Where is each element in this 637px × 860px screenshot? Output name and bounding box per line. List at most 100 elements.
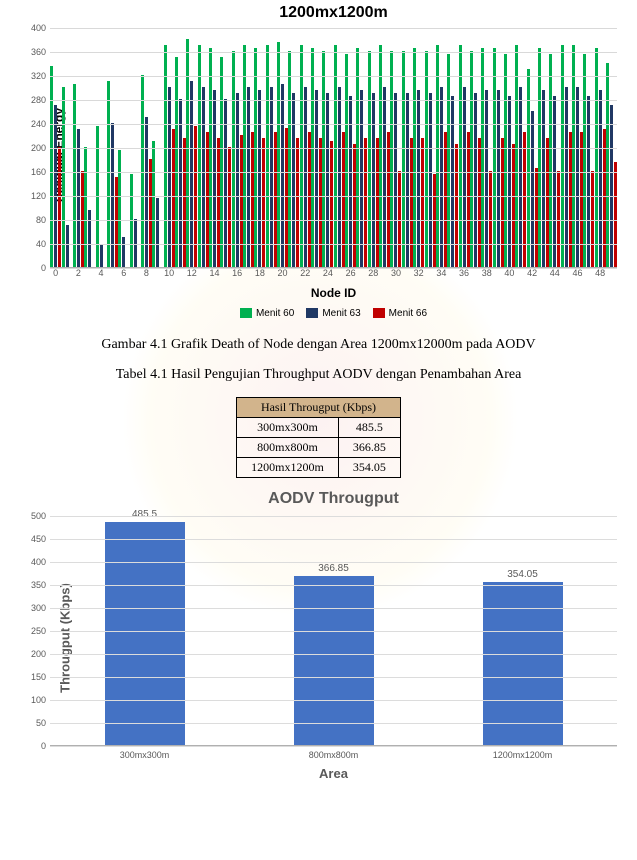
chart1-node-group bbox=[163, 45, 174, 267]
chart1-bar bbox=[198, 45, 201, 267]
chart1-bar bbox=[474, 93, 477, 267]
chart1-bar bbox=[152, 141, 155, 267]
chart1-title: 1200mx1200m bbox=[50, 4, 617, 22]
chart2-gridline bbox=[50, 654, 617, 655]
throughput-table: Hasil Througput (Kbps) 300mx300m485.5800… bbox=[236, 397, 401, 478]
chart1-node-group bbox=[243, 45, 254, 267]
chart1-xtick bbox=[560, 268, 571, 282]
chart1-bar bbox=[122, 237, 125, 267]
chart1-xtick bbox=[356, 268, 367, 282]
chart1-bar bbox=[270, 87, 273, 267]
chart1-gridline bbox=[50, 196, 617, 197]
chart1-bar bbox=[549, 54, 552, 267]
chart1-xtick: 34 bbox=[436, 268, 447, 282]
chart2-gridline bbox=[50, 516, 617, 517]
table-row: 800mx800m366.85 bbox=[237, 438, 401, 458]
legend-item: Menit 63 bbox=[306, 308, 360, 319]
chart1-bar bbox=[62, 87, 65, 267]
chart1-ytick: 360 bbox=[20, 47, 46, 57]
chart1-bar bbox=[322, 51, 325, 267]
chart1-bar bbox=[292, 93, 295, 267]
chart1-xtick: 38 bbox=[481, 268, 492, 282]
chart1-node-group bbox=[481, 48, 492, 267]
chart2-ytick: 450 bbox=[20, 534, 46, 544]
chart1-bar bbox=[390, 51, 393, 267]
chart2-ytick: 500 bbox=[20, 511, 46, 521]
chart2-gridline bbox=[50, 585, 617, 586]
chart1-node-group bbox=[118, 150, 129, 267]
chart1-node-group bbox=[288, 51, 299, 267]
chart1-bar bbox=[561, 45, 564, 267]
chart1-bar bbox=[300, 45, 303, 267]
chart1-xtick bbox=[447, 268, 458, 282]
legend-swatch bbox=[373, 308, 385, 318]
chart2-xaxis: 300mx300m800mx800m1200mx1200m bbox=[50, 750, 617, 760]
chart1-xtick: 30 bbox=[390, 268, 401, 282]
chart1-node-group bbox=[470, 51, 481, 267]
chart1-bar bbox=[338, 87, 341, 267]
chart1-bar bbox=[50, 66, 53, 267]
chart1-node-group bbox=[175, 57, 186, 267]
chart2-ytick: 50 bbox=[20, 718, 46, 728]
chart1-node-group bbox=[334, 45, 345, 267]
legend-swatch bbox=[240, 308, 252, 318]
chart1-bar bbox=[236, 93, 239, 267]
chart2-bar bbox=[105, 522, 185, 745]
chart1-node-group bbox=[220, 57, 231, 267]
chart1-xtick bbox=[243, 268, 254, 282]
chart1-xtick bbox=[220, 268, 231, 282]
chart1-xtick bbox=[606, 268, 617, 282]
chart1-bar bbox=[606, 63, 609, 267]
chart1-xtick: 32 bbox=[413, 268, 424, 282]
chart2-gridline bbox=[50, 677, 617, 678]
legend-item: Menit 60 bbox=[240, 308, 294, 319]
chart1-bar bbox=[587, 96, 590, 267]
chart2-ytick: 200 bbox=[20, 649, 46, 659]
chart1-bar bbox=[100, 244, 103, 267]
chart1-bar bbox=[538, 48, 541, 267]
chart1-bar bbox=[565, 87, 568, 267]
chart1-bar bbox=[451, 96, 454, 267]
chart1-xtick: 10 bbox=[163, 268, 174, 282]
legend-label: Menit 63 bbox=[322, 308, 360, 319]
table-cell: 366.85 bbox=[338, 438, 400, 458]
chart1-xtick: 26 bbox=[345, 268, 356, 282]
chart2-gridline bbox=[50, 700, 617, 701]
chart1-xtick bbox=[61, 268, 72, 282]
chart2-title: AODV Througput bbox=[50, 490, 617, 508]
chart1-node-group bbox=[141, 75, 152, 267]
chart1-bar bbox=[288, 51, 291, 267]
chart1-bar bbox=[190, 81, 193, 267]
chart1-node-group bbox=[379, 45, 390, 267]
table-row: 300mx300m485.5 bbox=[237, 418, 401, 438]
chart1-node-group bbox=[606, 63, 617, 267]
table-caption: Tabel 4.1 Hasil Pengujian Throughput AOD… bbox=[20, 367, 617, 383]
chart1-node-group bbox=[492, 48, 503, 267]
chart1-node-group bbox=[583, 54, 594, 267]
chart1-bar bbox=[463, 87, 466, 267]
chart1-bar bbox=[111, 123, 114, 267]
chart1-node-group bbox=[458, 45, 469, 267]
chart1-xtick bbox=[129, 268, 140, 282]
chart1-xtick bbox=[107, 268, 118, 282]
chart2-ytick: 150 bbox=[20, 672, 46, 682]
chart1-xtick: 2 bbox=[73, 268, 84, 282]
residual-energy-chart: 1200mx1200m Residual Energy 040801201602… bbox=[0, 0, 637, 327]
chart1-node-group bbox=[447, 54, 458, 267]
chart1-xtick: 36 bbox=[458, 268, 469, 282]
chart1-gridline bbox=[50, 172, 617, 173]
chart2-gridline bbox=[50, 746, 617, 747]
chart1-bar bbox=[334, 45, 337, 267]
chart1-node-group bbox=[526, 69, 537, 267]
chart1-bar bbox=[141, 75, 144, 267]
chart1-xtick: 4 bbox=[95, 268, 106, 282]
chart1-bar bbox=[77, 129, 80, 267]
chart1-gridline bbox=[50, 76, 617, 77]
chart1-bar bbox=[220, 57, 223, 267]
chart1-xtick: 46 bbox=[572, 268, 583, 282]
chart1-bar bbox=[610, 105, 613, 267]
chart1-bar bbox=[281, 84, 284, 267]
chart1-bar bbox=[356, 48, 359, 267]
chart1-xtick: 14 bbox=[209, 268, 220, 282]
chart1-node-group bbox=[424, 51, 435, 267]
